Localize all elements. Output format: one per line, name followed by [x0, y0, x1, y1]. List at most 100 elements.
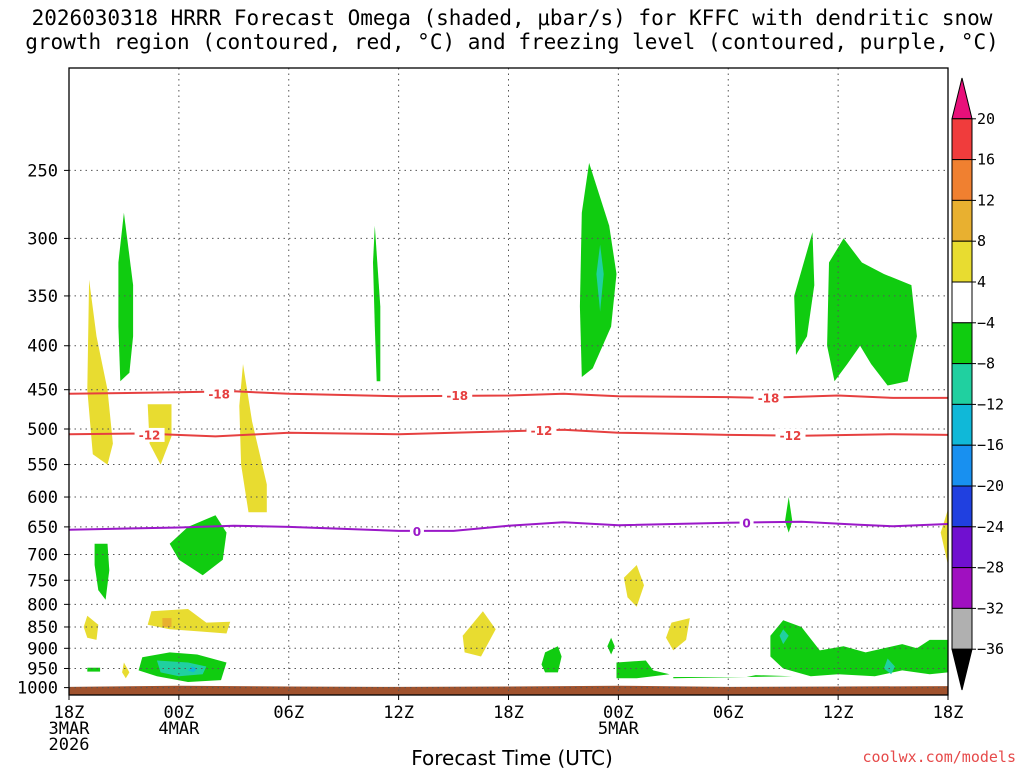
contour-label-bg-1-0: [134, 427, 165, 442]
colorbar-label-10: −24: [977, 518, 1004, 536]
ytick-label-900: 900: [27, 639, 58, 659]
ytick-label-400: 400: [27, 337, 58, 357]
colorbar-cell-7: [951, 363, 973, 405]
colorbar-label-8: −16: [977, 436, 1004, 454]
contour-label--18-1: -18: [446, 389, 468, 403]
colorbar-label-13: −36: [977, 640, 1004, 658]
gridlines: [69, 68, 948, 695]
omega-region-16: [94, 543, 110, 600]
colorbar-label-3: 8: [977, 232, 986, 250]
contour-label-bg-0-1: [442, 388, 473, 403]
colorbar: 20 16 12 8 4 −4 −8 −12 −16 −20 −24 −28 −32 −36: [951, 77, 1004, 691]
colorbar-cell-6: [951, 322, 973, 365]
contour-label-bg-0-0: [204, 386, 235, 401]
contour-line--12: [68, 428, 949, 438]
omega-region-6: [462, 611, 496, 657]
colorbar-cell-10: [951, 485, 973, 528]
ytick-label-450: 450: [27, 381, 58, 401]
omega-region-2: [239, 364, 267, 513]
colorbar-cell-9: [951, 444, 973, 487]
omega-region-8: [666, 618, 690, 651]
omega-region-17: [169, 515, 227, 576]
omega-region-23: [616, 660, 670, 679]
contour-line--18: [68, 390, 948, 399]
contour-label-bg-2-0: [409, 524, 424, 539]
ytick-label-250: 250: [27, 161, 58, 181]
ytick-label-700: 700: [27, 546, 58, 566]
omega-region-26: [156, 660, 207, 677]
omega-region-27: [596, 244, 604, 312]
xtick-label-48-0: 18Z: [933, 703, 964, 723]
contour-line-0: [68, 520, 949, 532]
colorbar-cell-14: [951, 648, 973, 691]
xtick-label-0-2: 2026: [49, 735, 90, 755]
ytick-label-800: 800: [27, 595, 58, 615]
colorbar-cell-12: [951, 567, 973, 609]
omega-shaded-regions: [69, 162, 948, 695]
colorbar-cell-1: [951, 118, 973, 161]
omega-region-7: [623, 565, 644, 607]
colorbar-label-5: −4: [977, 314, 995, 332]
colorbar-cell-5: [951, 281, 973, 324]
omega-region-28: [779, 629, 789, 645]
contour-label--18-0: -18: [208, 387, 230, 401]
contour-label-bg-1-1: [526, 423, 557, 438]
colorbar-label-2: 12: [977, 191, 995, 209]
xtick-label-6-1: 4MAR: [158, 719, 200, 739]
title-line-1: 2026030318 HRRR Forecast Omega (shaded, …: [31, 6, 993, 30]
xtick-label-30-1: 5MAR: [598, 719, 640, 739]
temperature-contours: -18 -18 -18 -12 -12 -12 0 0: [68, 386, 949, 539]
contour-label-bg-2-1: [739, 515, 754, 530]
omega-region-0: [87, 279, 113, 465]
colorbar-cell-4: [951, 240, 973, 283]
omega-region-18: [785, 497, 793, 533]
ytick-label-1000: 1000: [17, 679, 58, 699]
xtick-label-6-0: 00Z: [164, 703, 195, 723]
colorbar-cell-0: [951, 77, 973, 120]
colorbar-cell-2: [951, 159, 973, 201]
xtick-label-12-0: 06Z: [273, 703, 304, 723]
colorbar-label-4: 4: [977, 273, 986, 291]
ytick-label-300: 300: [27, 229, 58, 249]
contour-label-bg-0-2: [753, 390, 784, 405]
colorbar-cell-3: [951, 199, 973, 242]
contour-label--12-1: -12: [531, 424, 553, 438]
contour-label-0-1: 0: [742, 516, 750, 530]
contour-label-0-0: 0: [413, 525, 421, 539]
ytick-label-750: 750: [27, 571, 58, 591]
colorbar-cell-13: [951, 607, 973, 650]
omega-region-9: [940, 509, 948, 565]
omega-region-20: [87, 667, 101, 672]
xtick-label-24-0: 18Z: [493, 703, 524, 723]
ytick-label-600: 600: [27, 488, 58, 508]
omega-region-25: [770, 620, 948, 677]
xtick-label-36-0: 06Z: [713, 703, 744, 723]
credit-link[interactable]: coolwx.com/models: [862, 748, 1016, 766]
contour-label--12-0: -12: [139, 428, 161, 442]
ytick-label-350: 350: [27, 287, 58, 307]
colorbar-label-9: −20: [977, 477, 1004, 495]
xtick-label-0-1: 3MAR: [49, 719, 91, 739]
xtick-label-42-0: 12Z: [823, 703, 854, 723]
omega-region-4: [122, 662, 130, 679]
omega-region-11: [118, 212, 134, 382]
colorbar-label-0: 20: [977, 110, 995, 128]
omega-region-30: [188, 666, 198, 673]
omega-region-15: [827, 238, 917, 386]
omega-region-5: [147, 609, 231, 634]
omega-region-10: [162, 618, 172, 627]
ytick-label-550: 550: [27, 456, 58, 476]
contour-label-bg-1-2: [775, 428, 806, 443]
chart-title: 2026030318 HRRR Forecast Omega (shaded, …: [0, 6, 1024, 54]
colorbar-label-11: −28: [977, 559, 1004, 577]
ytick-label-950: 950: [27, 659, 58, 679]
x-axis-label: Forecast Time (UTC): [411, 746, 613, 770]
ytick-label-650: 650: [27, 518, 58, 538]
colorbar-cell-11: [951, 526, 973, 569]
colorbar-label-6: −8: [977, 355, 995, 373]
colorbar-label-1: 16: [977, 151, 995, 169]
xtick-label-30-0: 00Z: [603, 703, 634, 723]
contour-label--12-2: -12: [780, 429, 802, 443]
